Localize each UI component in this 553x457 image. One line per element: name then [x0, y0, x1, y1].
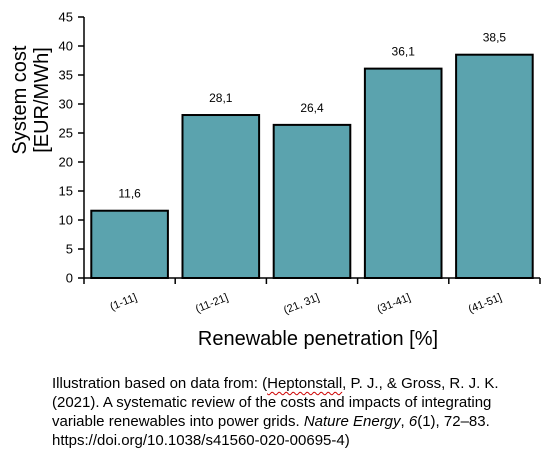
y-tick-label: 15 — [59, 184, 73, 199]
y-tick-label: 5 — [66, 242, 73, 257]
y-tick-label: 10 — [59, 213, 73, 228]
x-tick-label: (11-21] — [194, 292, 230, 316]
caption-author: Heptonstall — [267, 375, 343, 392]
bar — [272, 123, 352, 279]
y-axis-label-line1: System cost — [9, 45, 31, 154]
bar — [363, 67, 443, 280]
caption-line-2: (2021). A systematic review of the costs… — [52, 394, 492, 411]
y-tick-label: 20 — [59, 155, 73, 170]
x-tick-label: (31-41] — [376, 292, 413, 316]
data-label: 26,4 — [300, 101, 324, 115]
caption-line-1: Illustration based on data from: (Hepton… — [52, 375, 499, 392]
y-tick-label: 0 — [66, 271, 73, 286]
y-tick-label: 25 — [59, 126, 73, 141]
y-tick-label: 45 — [59, 10, 73, 25]
data-label: 11,6 — [118, 187, 141, 201]
x-axis-label: Renewable penetration [%] — [198, 328, 438, 350]
x-tick-label: (21, 31] — [282, 292, 321, 317]
caption-doi: https://doi.org/10.1038/s41560-020-00695… — [52, 432, 350, 449]
bar — [181, 114, 261, 279]
caption-volume: 6 — [408, 413, 418, 430]
y-axis-label-line2: [EUR/MWh] — [31, 47, 53, 153]
data-label: 38,5 — [483, 31, 507, 45]
data-label: 28,1 — [209, 91, 233, 105]
bar — [455, 53, 534, 280]
plot-area: 0 5 10 15 20 25 30 35 40 45 11,6 (1-11] 28,1 (11-21] 2… — [59, 10, 541, 317]
figure-caption: Illustration based on data from: (Hepton… — [52, 374, 547, 450]
bar-chart: 0 5 10 15 20 25 30 35 40 45 11,6 (1-11] 28,1 (11-21] 2… — [9, 10, 541, 350]
y-tick-label: 40 — [59, 39, 73, 54]
caption-line-3: variable renewables into power grids. Na… — [52, 413, 490, 430]
y-tick-label: 30 — [59, 97, 73, 112]
caption-journal: Nature Energy — [303, 413, 401, 430]
bar — [90, 209, 169, 279]
x-tick-label: (41-51] — [467, 292, 504, 316]
data-label: 36,1 — [392, 45, 416, 59]
x-tick-label: (1-11] — [108, 292, 138, 314]
y-tick-label: 35 — [59, 68, 73, 83]
